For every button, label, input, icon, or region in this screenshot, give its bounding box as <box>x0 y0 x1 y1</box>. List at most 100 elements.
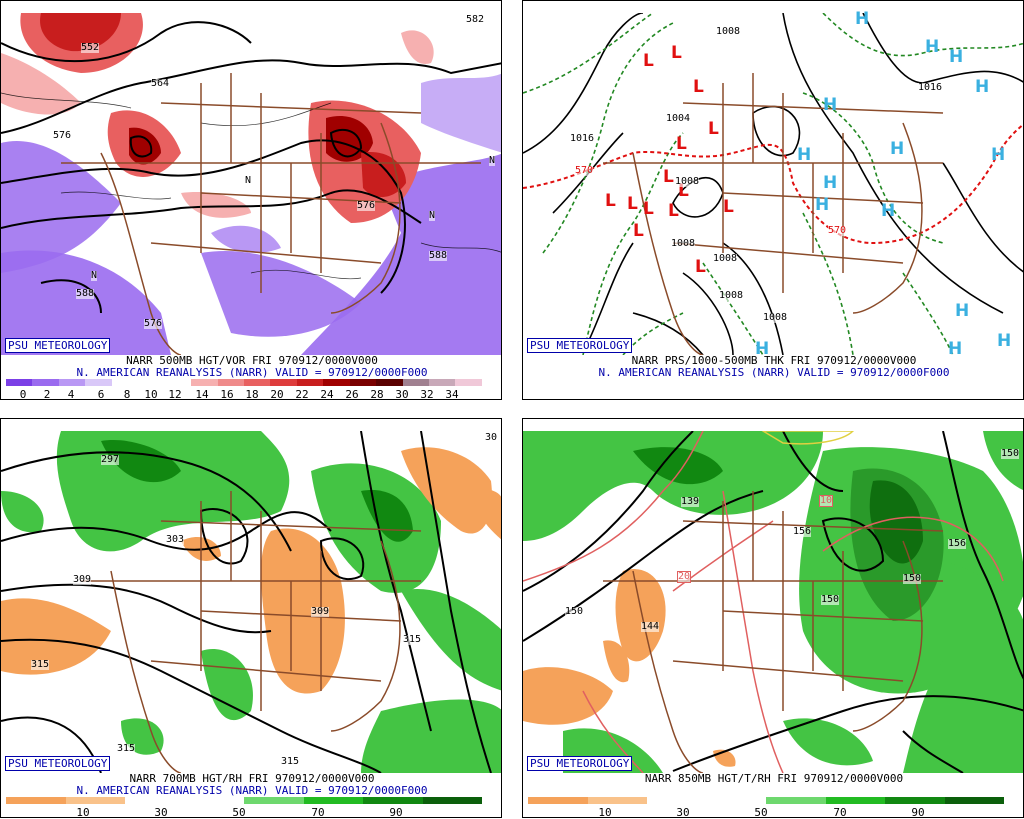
low-pressure-marker: L <box>678 181 689 201</box>
colorbar-tick: 18 <box>245 388 259 400</box>
colorbar-swatch <box>58 379 86 386</box>
thickness-label: 570 <box>828 225 847 236</box>
contour-label: 315 <box>117 743 136 754</box>
colorbar-tick: 30 <box>676 806 690 818</box>
map-title: NARR 700MB HGT/RH FRI 970912/0000V000 <box>129 772 375 785</box>
colorbar-tick: 50 <box>754 806 768 818</box>
map-subtitle: N. AMERICAN REANALYSIS (NARR) VALID = 97… <box>76 784 428 797</box>
low-pressure-marker: L <box>676 134 687 154</box>
colorbar-swatch <box>6 379 33 386</box>
colorbar-swatch <box>587 797 647 804</box>
colorbar-tick: 20 <box>270 388 284 400</box>
colorbar-swatch <box>323 379 350 386</box>
pressure-map <box>523 13 1023 355</box>
colorbar-swatch <box>32 379 59 386</box>
colorbar-tick: 2 <box>43 388 51 400</box>
colorbar-swatch <box>270 379 297 386</box>
colorbar-swatch <box>243 379 271 386</box>
low-pressure-marker: L <box>695 257 706 277</box>
rh700-map <box>1 431 501 773</box>
thickness-label: 570 <box>575 165 594 176</box>
colorbar-swatch <box>422 797 482 804</box>
high-pressure-marker: H <box>797 145 812 165</box>
contour-label: 150 <box>1001 448 1020 459</box>
low-pressure-marker: L <box>605 191 616 211</box>
colorbar-swatch <box>766 797 826 804</box>
colorbar-tick: 14 <box>195 388 209 400</box>
isobar-label: 1016 <box>570 133 595 144</box>
low-pressure-marker: L <box>633 221 644 241</box>
contour-label: 150 <box>821 594 840 605</box>
colorbar-tick: 10 <box>144 388 158 400</box>
isobar-label: 1004 <box>666 113 691 124</box>
isobar-label: 1008 <box>716 26 741 37</box>
colorbar-swatch <box>706 797 766 804</box>
contour-label: 576 <box>53 130 72 141</box>
contour-label: N <box>429 210 436 221</box>
panel-500mb-vorticity: 552 564 576 576 588 588 582 576 N N N N … <box>0 0 502 400</box>
colorbar-swatch <box>647 797 707 804</box>
colorbar-tick: 24 <box>320 388 334 400</box>
high-pressure-marker: H <box>948 339 963 359</box>
map-title: NARR 500MB HGT/VOR FRI 970912/0000V000 <box>126 354 378 367</box>
panel-850mb-rh-temp: 139 150 144 150 150 156 150 156 10 20 PS… <box>522 418 1024 818</box>
colorbar-ticks: 10 30 50 70 90 <box>528 806 1004 818</box>
colorbar-tick: 34 <box>445 388 459 400</box>
contour-label: 297 <box>101 454 120 465</box>
low-pressure-marker: L <box>663 167 674 187</box>
contour-label: N <box>245 175 252 186</box>
high-pressure-marker: H <box>823 173 838 193</box>
colorbar-swatch <box>825 797 885 804</box>
map-title: NARR 850MB HGT/T/RH FRI 970912/0000V000 <box>644 772 904 785</box>
rh-color-bar <box>6 797 482 804</box>
colorbar-swatch <box>528 797 588 804</box>
colorbar-tick: 70 <box>311 806 325 818</box>
panel-700mb-rh: 297 303 309 309 315 315 315 315 30 PSU M… <box>0 418 502 818</box>
contour-label: 309 <box>311 606 330 617</box>
colorbar-swatch <box>191 379 218 386</box>
contour-label: 309 <box>73 574 92 585</box>
isobar-label: 1008 <box>763 312 788 323</box>
map-title: NARR PRS/1000-500MB THK FRI 970912/0000V… <box>631 354 917 367</box>
contour-label: 588 <box>76 288 95 299</box>
high-pressure-marker: H <box>855 9 870 29</box>
high-pressure-marker: H <box>890 139 905 159</box>
low-pressure-marker: L <box>627 194 638 214</box>
temperature-label: 10 <box>819 495 834 507</box>
low-pressure-marker: L <box>643 199 654 219</box>
colorbar-tick: 16 <box>220 388 234 400</box>
high-pressure-marker: H <box>955 301 970 321</box>
contour-label: N <box>91 270 98 281</box>
vorticity-map <box>1 13 501 355</box>
colorbar-tick: 4 <box>67 388 75 400</box>
colorbar-tick: 6 <box>97 388 105 400</box>
contour-label: 156 <box>948 538 967 549</box>
low-pressure-marker: L <box>671 43 682 63</box>
colorbar-swatch <box>429 379 456 386</box>
high-pressure-marker: H <box>949 47 964 67</box>
contour-label: 315 <box>403 634 422 645</box>
pressure-map-svg <box>523 13 1023 355</box>
psu-meteorology-logo: PSU METEOROLOGY <box>5 756 111 771</box>
isobar-label: 1008 <box>671 238 696 249</box>
vorticity-color-bar <box>6 379 482 386</box>
colorbar-tick: 22 <box>295 388 309 400</box>
colorbar-tick: 32 <box>420 388 434 400</box>
colorbar-swatch <box>65 797 125 804</box>
contour-label: 315 <box>31 659 50 670</box>
colorbar-tick: 26 <box>345 388 359 400</box>
contour-label: 588 <box>429 250 448 261</box>
contour-label: 576 <box>357 200 376 211</box>
high-pressure-marker: H <box>755 339 770 359</box>
colorbar-tick: 8 <box>123 388 131 400</box>
colorbar-tick: 90 <box>389 806 403 818</box>
map-subtitle: N. AMERICAN REANALYSIS (NARR) VALID = 97… <box>598 366 950 379</box>
rh850-map-svg <box>523 431 1023 773</box>
low-pressure-marker: L <box>723 197 734 217</box>
contour-label: 576 <box>144 318 163 329</box>
low-pressure-marker: L <box>708 119 719 139</box>
colorbar-tick: 10 <box>598 806 612 818</box>
colorbar-swatch <box>303 797 363 804</box>
colorbar-tick: 70 <box>833 806 847 818</box>
colorbar-swatch <box>349 379 377 386</box>
